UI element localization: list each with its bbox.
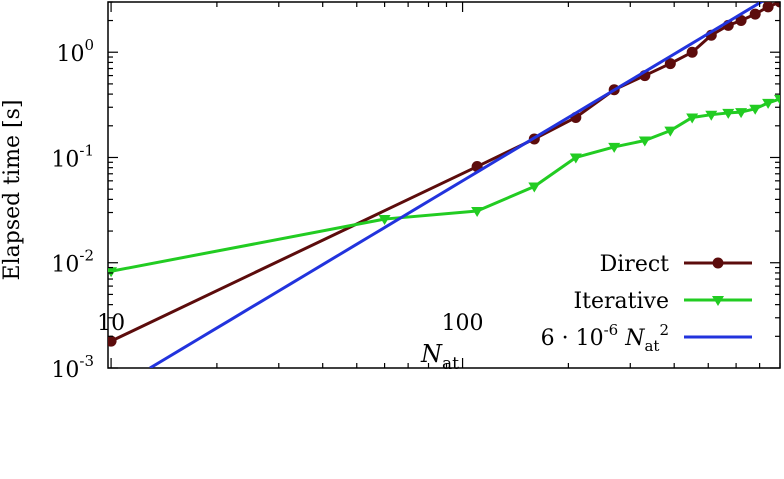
data-point xyxy=(735,15,747,27)
data-point xyxy=(378,215,391,226)
data-point xyxy=(686,46,698,58)
data-point xyxy=(722,108,735,119)
data-point xyxy=(705,110,718,121)
data-point xyxy=(638,136,651,147)
series-layer xyxy=(108,2,780,368)
x-axis-label: Nat xyxy=(420,340,459,374)
plot-frame xyxy=(107,1,781,369)
data-point xyxy=(569,153,582,164)
data-point xyxy=(108,267,118,278)
series-direct xyxy=(108,2,780,347)
y-tick-label: 10-2 xyxy=(51,247,94,278)
legend-label: Direct xyxy=(600,252,670,277)
y-axis-label: Elapsed time [s] xyxy=(0,100,25,281)
data-point xyxy=(528,182,541,193)
x-tick-label: 10 xyxy=(97,311,125,336)
x-axis-ticks: 10 100 xyxy=(97,2,781,368)
y-axis-ticks: 10-3 10-2 10-1 100 xyxy=(51,1,780,383)
y-tick-label: 10-3 xyxy=(51,352,94,383)
data-point xyxy=(471,207,484,218)
series-line xyxy=(110,97,780,273)
legend-label: Iterative xyxy=(573,289,669,314)
x-tick-label: 100 xyxy=(442,311,484,336)
series-iterative xyxy=(108,94,780,278)
legend-marker xyxy=(712,296,724,306)
data-point xyxy=(664,58,676,70)
series-line xyxy=(110,2,780,343)
legend: Direct Iterative 6 · 10-6 Nat2 xyxy=(541,252,752,355)
series-fit xyxy=(149,2,765,368)
legend-marker xyxy=(712,257,724,269)
data-point xyxy=(762,2,774,13)
data-point xyxy=(762,98,775,109)
data-point xyxy=(108,335,117,347)
data-point xyxy=(774,94,780,105)
data-point xyxy=(749,104,762,115)
data-point xyxy=(664,126,677,137)
data-point xyxy=(774,2,780,8)
y-tick-label: 100 xyxy=(56,36,94,67)
legend-label: 6 · 10-6 Nat2 xyxy=(541,321,669,355)
data-point xyxy=(735,108,748,119)
data-point xyxy=(749,8,761,20)
y-tick-label: 10-1 xyxy=(51,141,94,172)
series-line xyxy=(149,2,765,368)
data-point xyxy=(686,113,699,124)
data-point xyxy=(608,142,621,153)
plot-area xyxy=(107,1,781,369)
